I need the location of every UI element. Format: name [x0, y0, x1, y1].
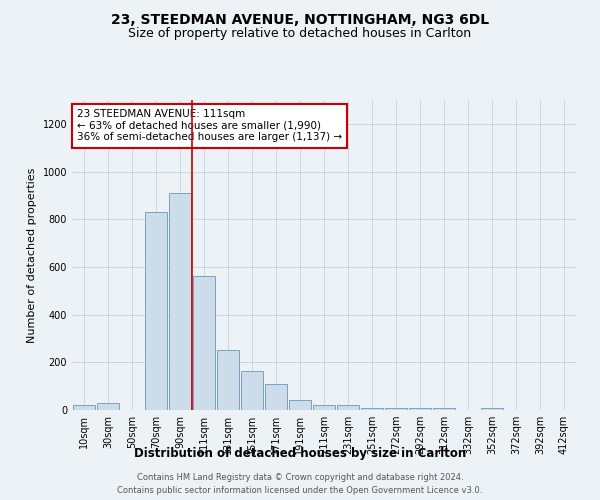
Text: Contains HM Land Registry data © Crown copyright and database right 2024.: Contains HM Land Registry data © Crown c…: [137, 472, 463, 482]
Bar: [145, 212, 167, 410]
Bar: [169, 193, 191, 410]
Bar: [193, 276, 215, 410]
Text: 23 STEEDMAN AVENUE: 111sqm
← 63% of detached houses are smaller (1,990)
36% of s: 23 STEEDMAN AVENUE: 111sqm ← 63% of deta…: [77, 110, 342, 142]
Bar: [433, 408, 455, 410]
Bar: [73, 405, 95, 410]
Text: 23, STEEDMAN AVENUE, NOTTINGHAM, NG3 6DL: 23, STEEDMAN AVENUE, NOTTINGHAM, NG3 6DL: [111, 12, 489, 26]
Bar: [241, 370, 263, 410]
Bar: [265, 384, 287, 410]
Text: Size of property relative to detached houses in Carlton: Size of property relative to detached ho…: [128, 28, 472, 40]
Bar: [409, 408, 431, 410]
Bar: [313, 405, 335, 410]
Bar: [361, 408, 383, 410]
Bar: [217, 350, 239, 410]
Bar: [481, 408, 503, 410]
Text: Distribution of detached houses by size in Carlton: Distribution of detached houses by size …: [134, 448, 466, 460]
Bar: [97, 403, 119, 410]
Text: Contains public sector information licensed under the Open Government Licence v3: Contains public sector information licen…: [118, 486, 482, 495]
Bar: [337, 405, 359, 410]
Bar: [385, 408, 407, 410]
Bar: [289, 400, 311, 410]
Y-axis label: Number of detached properties: Number of detached properties: [27, 168, 37, 342]
